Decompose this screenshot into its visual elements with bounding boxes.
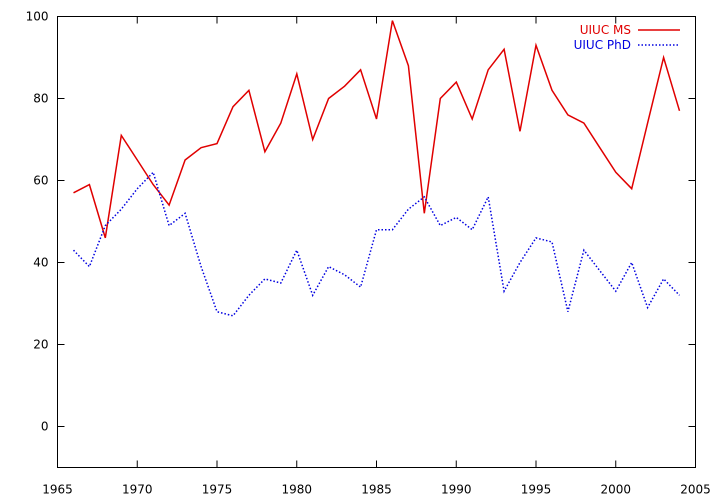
x-tick-label: 1980 (281, 483, 312, 497)
axis-ticks: 1965 1970 1975 1980 1985 1990 1995 2000 2005 0 20 4… (26, 10, 711, 497)
x-tick-label: 1965 (42, 483, 73, 497)
x-tick-label: 1975 (202, 483, 233, 497)
series-line-ms (73, 20, 681, 239)
x-tick-label: 2000 (600, 483, 631, 497)
plot-frame (57, 16, 696, 468)
y-tick-label: 0 (41, 420, 49, 434)
y-tick-label: 60 (33, 174, 48, 188)
x-tick-label: 1995 (521, 483, 552, 497)
x-tick-label: 1985 (361, 483, 392, 497)
series-line-phd (72, 170, 681, 317)
y-tick-label: 40 (33, 256, 48, 270)
y-tick-label: 80 (33, 92, 48, 106)
y-tick-label: 100 (26, 10, 49, 24)
y-tick-label: 20 (33, 338, 48, 352)
series-layer (72, 20, 681, 317)
legend-label-ms: UIUC MS (580, 23, 631, 37)
x-tick-label: 2005 (680, 483, 711, 497)
x-tick-label: 1990 (441, 483, 472, 497)
legend: UIUC MS UIUC PhD (574, 23, 680, 52)
x-tick-label: 1970 (122, 483, 153, 497)
legend-label-phd: UIUC PhD (574, 38, 631, 52)
